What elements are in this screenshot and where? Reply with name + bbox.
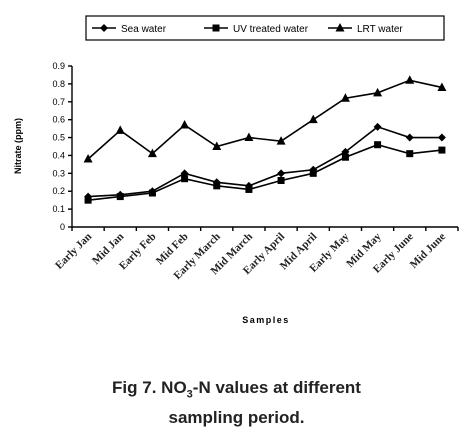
- series-line: [87, 79, 443, 160]
- data-point: [405, 75, 415, 84]
- data-point: [115, 125, 125, 134]
- data-point: [276, 136, 286, 145]
- data-point: [406, 150, 414, 158]
- series-line: [87, 143, 443, 201]
- figure-caption: Fig 7. NO3-N values at different samplin…: [0, 376, 473, 430]
- legend: Sea water UV treated water LRT water: [85, 15, 445, 41]
- y-tick-label: 0.9: [52, 61, 65, 71]
- legend-label: Sea water: [121, 24, 167, 35]
- y-tick-label: 0.3: [52, 168, 65, 178]
- data-point: [341, 153, 349, 161]
- x-axis-title: Samples: [242, 315, 290, 325]
- legend-marker: [100, 24, 108, 32]
- series-diamond: [84, 122, 446, 201]
- legend-label: UV treated water: [233, 24, 309, 35]
- data-point: [180, 120, 190, 129]
- data-point: [373, 122, 382, 131]
- legend-marker: [212, 24, 220, 32]
- series-line: [88, 125, 442, 198]
- data-point: [437, 133, 446, 142]
- caption-line1-suffix: -N values at different: [192, 378, 361, 397]
- data-point: [340, 93, 350, 102]
- y-axis: 0 0.1 0.2 0.3 0.4 0.5 0.6 0.7 0.8 0.9: [52, 61, 73, 232]
- x-tick-label: Early Jan: [53, 231, 94, 272]
- data-point: [84, 196, 92, 204]
- y-tick-label: 0: [60, 222, 65, 232]
- series-square: [84, 141, 446, 204]
- data-point: [308, 114, 318, 124]
- caption-line2: sampling period.: [168, 408, 305, 428]
- legend-box: [85, 15, 445, 41]
- data-point: [212, 141, 222, 150]
- data-point: [245, 185, 253, 193]
- data-point: [309, 169, 317, 177]
- series-layer: [83, 75, 447, 204]
- data-point: [405, 133, 414, 142]
- data-point: [438, 146, 446, 154]
- data-point: [277, 169, 286, 178]
- y-tick-label: 0.7: [52, 97, 65, 107]
- data-point: [147, 148, 157, 158]
- data-point: [181, 175, 189, 183]
- data-point: [277, 176, 285, 184]
- data-point: [116, 193, 124, 201]
- y-tick-label: 0.6: [52, 115, 65, 125]
- data-point: [213, 182, 221, 190]
- data-point: [148, 189, 156, 197]
- data-point: [83, 154, 93, 163]
- y-tick-label: 0.4: [52, 150, 65, 160]
- y-tick-label: 0.1: [52, 204, 65, 214]
- legend-marker: [335, 23, 345, 32]
- data-point: [244, 132, 254, 142]
- y-tick-label: 0.8: [52, 79, 65, 89]
- legend-label: LRT water: [357, 24, 403, 35]
- x-tick-label: Mid June: [408, 231, 448, 271]
- y-axis-title: Nitrate (ppm): [13, 118, 23, 174]
- series-triangle: [83, 75, 447, 163]
- data-point: [374, 141, 382, 149]
- caption-line1-prefix: Fig 7. NO: [112, 378, 187, 397]
- y-tick-label: 0.2: [52, 186, 65, 196]
- data-point: [437, 82, 447, 91]
- y-tick-label: 0.5: [52, 133, 65, 143]
- caption-subscript: 3: [186, 388, 193, 401]
- data-point: [373, 87, 383, 97]
